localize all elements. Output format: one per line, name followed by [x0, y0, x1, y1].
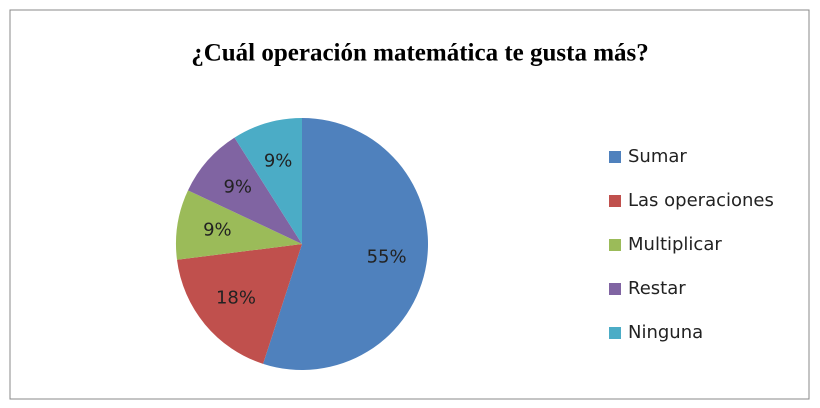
legend-swatch	[609, 195, 621, 207]
legend-swatch	[609, 327, 621, 339]
legend-swatch	[609, 283, 621, 295]
data-label: 9%	[223, 176, 252, 197]
legend-swatch	[609, 239, 621, 251]
data-label: 9%	[264, 151, 293, 172]
legend-label: Multiplicar	[628, 234, 722, 255]
pie-slice	[175, 190, 302, 260]
legend-swatch	[609, 151, 621, 163]
data-label: 18%	[216, 288, 256, 309]
pie-slice	[187, 137, 302, 244]
data-label: 9%	[203, 220, 232, 241]
legend-label: Sumar	[628, 146, 687, 167]
legend-label: Las operaciones	[628, 190, 774, 211]
legend-label: Restar	[628, 278, 686, 299]
pie-slice	[263, 118, 428, 370]
pie-slice	[176, 244, 302, 364]
chart-title: ¿Cuál operación matemática te gusta más?	[191, 40, 649, 67]
data-label: 55%	[367, 246, 407, 267]
legend-label: Ninguna	[628, 322, 703, 343]
pie-slice	[234, 118, 302, 244]
